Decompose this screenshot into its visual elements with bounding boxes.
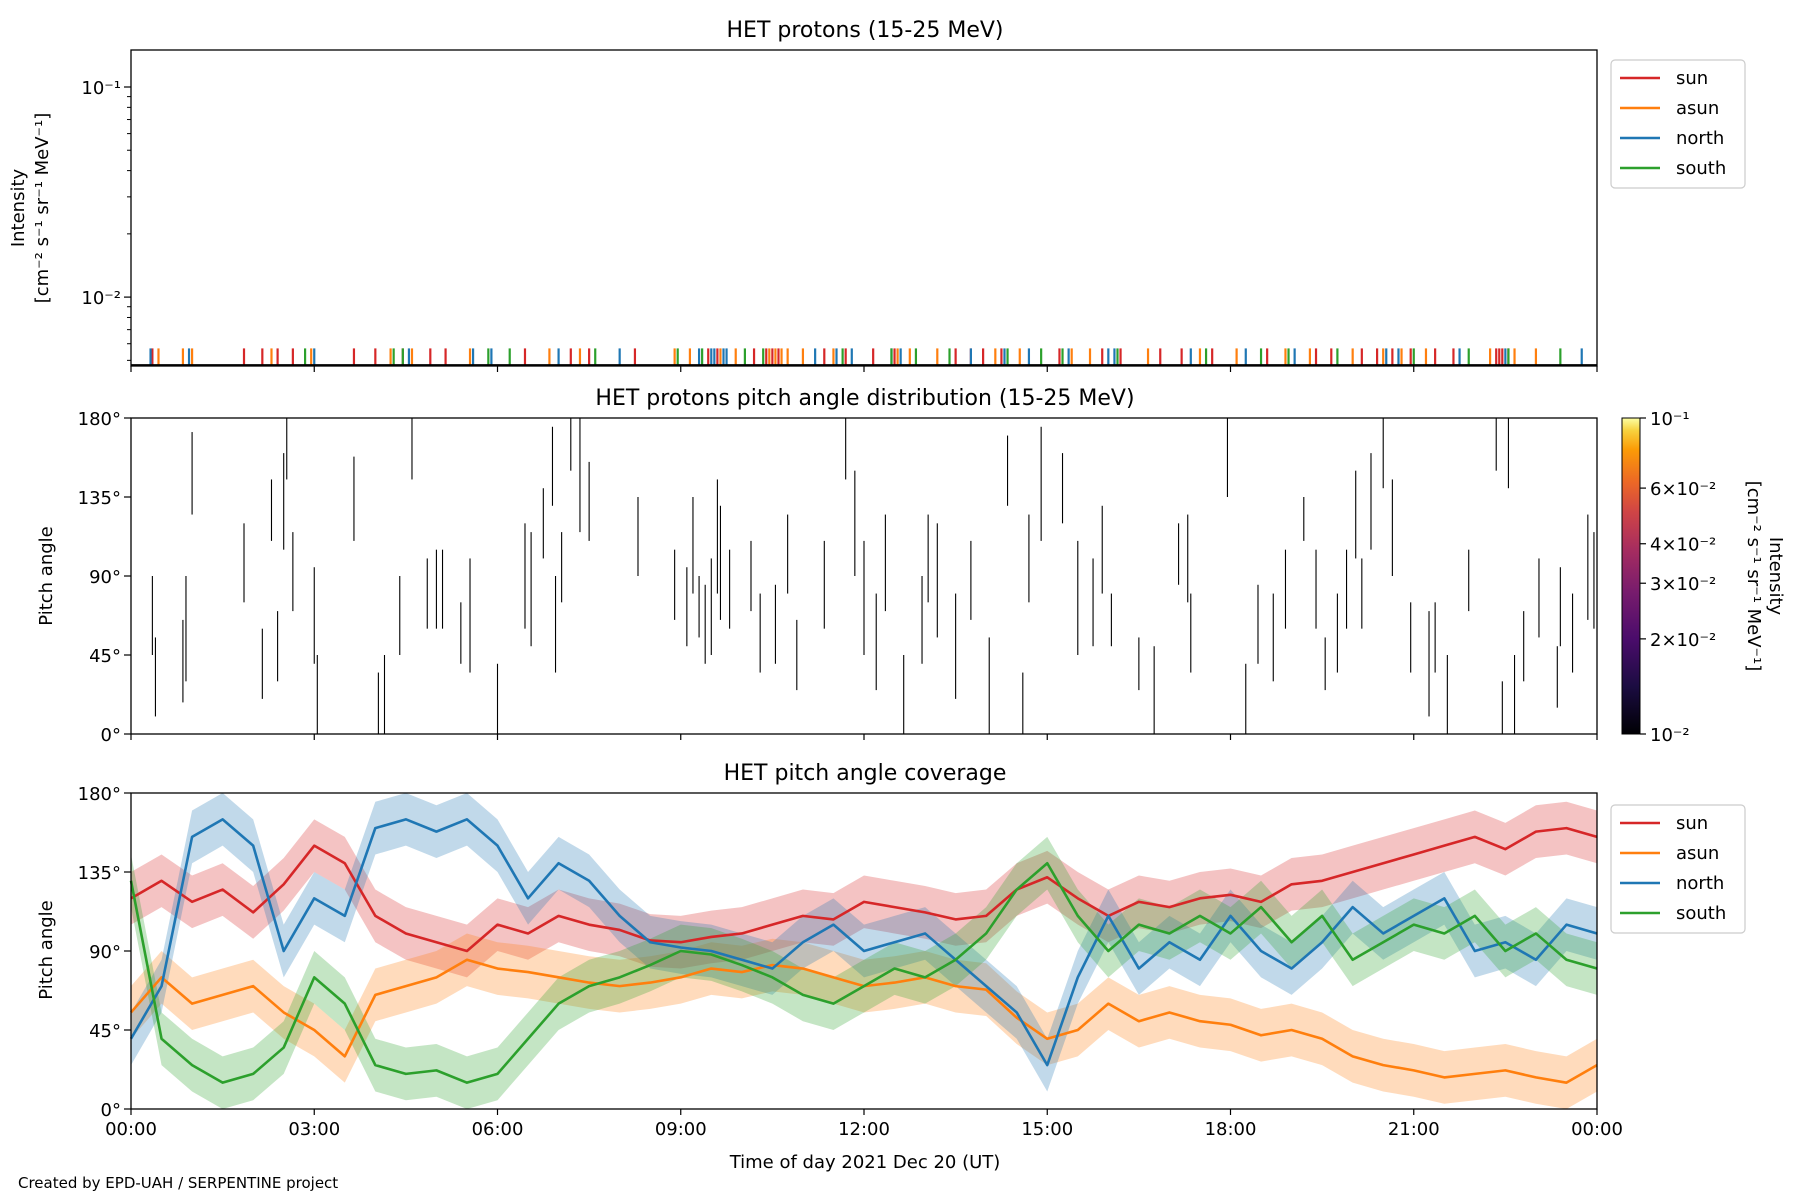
panel1-ylabel: Intensity [cm⁻² s⁻¹ sr⁻¹ MeV⁻¹]: [8, 113, 53, 304]
panel2-plot-area: [151, 418, 1595, 734]
y-tick-label: 45°: [89, 1021, 121, 1042]
panel1-title: HET protons (15-25 MeV): [727, 18, 1004, 43]
panel1-ylabel-line1: Intensity: [8, 168, 29, 247]
panel3-title: HET pitch angle coverage: [724, 761, 1007, 786]
y-tick-label: 45°: [89, 646, 121, 667]
panel1-plot-area: [131, 348, 1597, 366]
legend-box: [1610, 804, 1746, 934]
panel2-frame: [130, 417, 1598, 735]
x-tick-label: 09:00: [655, 1119, 707, 1140]
legend-label-sun: sun: [1676, 813, 1708, 834]
y-tick-label: 135°: [78, 863, 121, 884]
y-tick-label: 180°: [78, 784, 121, 805]
legend-label-south: south: [1676, 903, 1726, 924]
footer-credit: Created by EPD-UAH / SERPENTINE project: [18, 1174, 339, 1192]
legend-label-north: north: [1676, 128, 1724, 149]
y-tick-label: 90°: [89, 567, 121, 588]
colorbar-tick-label: 10⁻¹: [1650, 409, 1690, 430]
x-tick-label: 12:00: [838, 1119, 890, 1140]
legend-label-north: north: [1676, 873, 1724, 894]
y-tick-label: 90°: [89, 942, 121, 963]
band-north: [131, 793, 1597, 1092]
line-sun: [130, 826, 1598, 953]
colorbar-tick-label: 6×10⁻²: [1650, 479, 1716, 500]
legend-box: [1610, 59, 1746, 189]
y-tick-label: 10⁻²: [81, 288, 121, 309]
panel1-frame: [130, 49, 1598, 367]
colorbar-label-line2: [cm⁻² s⁻¹ sr⁻¹ MeV⁻¹]: [1743, 481, 1764, 672]
colorbar-ticks: 10⁻¹ 6×10⁻² 4×10⁻² 3×10⁻² 2×10⁻² 10⁻²: [1640, 409, 1716, 746]
y-tick-label: 10⁻¹: [81, 78, 121, 99]
x-tick-label: 15:00: [1021, 1119, 1073, 1140]
x-tick-label: 21:00: [1388, 1119, 1440, 1140]
colorbar-label: Intensity [cm⁻² s⁻¹ sr⁻¹ MeV⁻¹]: [1743, 481, 1786, 672]
y-tick-label: 180°: [78, 409, 121, 430]
x-tick-label: 18:00: [1205, 1119, 1257, 1140]
panel3-plot-area: [129, 793, 1598, 1109]
band-south: [131, 836, 1597, 1109]
band-sun: [131, 801, 1597, 978]
x-tick-label: 03:00: [288, 1119, 340, 1140]
y-tick-label: 0°: [101, 725, 121, 746]
panel3-ticks: 00:00 03:00 06:00 09:00 12:00 15:00 18:00 21:00…: [78, 784, 1623, 1140]
panel1-ylabel-line2: [cm⁻² s⁻¹ sr⁻¹ MeV⁻¹]: [32, 113, 53, 304]
legend-label-sun: sun: [1676, 68, 1708, 89]
panel1-legend: sun asun north south: [1610, 59, 1746, 189]
panel1-ticks: 10⁻² 10⁻¹: [81, 78, 1598, 372]
legend-label-south: south: [1676, 158, 1726, 179]
panel2-ticks: 0° 45° 90° 135° 180°: [78, 409, 1598, 746]
x-tick-label: 00:00: [1571, 1119, 1623, 1140]
panel3-ylabel: Pitch angle: [36, 900, 57, 999]
legend-label-asun: asun: [1676, 843, 1719, 864]
panel2-ylabel: Pitch angle: [36, 526, 57, 625]
colorbar: [1621, 417, 1641, 735]
colorbar-tick-label: 2×10⁻²: [1650, 630, 1716, 651]
colorbar-label-line1: Intensity: [1765, 537, 1786, 616]
line-north: [129, 818, 1598, 1067]
panel3-frame: [130, 792, 1598, 1110]
colorbar-tick-label: 3×10⁻²: [1650, 574, 1716, 595]
x-tick-label: 00:00: [105, 1119, 157, 1140]
y-tick-label: 135°: [78, 488, 121, 509]
colorbar-tick-label: 4×10⁻²: [1650, 535, 1716, 556]
legend-label-asun: asun: [1676, 98, 1719, 119]
y-tick-label: 0°: [101, 1100, 121, 1121]
panel3-legend: sun asun north south: [1610, 804, 1746, 934]
panel2-title: HET protons pitch angle distribution (15…: [595, 386, 1134, 411]
band-asun: [131, 933, 1597, 1109]
line-south: [129, 861, 1598, 1084]
x-tick-label: 06:00: [472, 1119, 524, 1140]
panel3-xlabel: Time of day 2021 Dec 20 (UT): [729, 1152, 1001, 1173]
colorbar-tick-label: 10⁻²: [1650, 725, 1690, 746]
